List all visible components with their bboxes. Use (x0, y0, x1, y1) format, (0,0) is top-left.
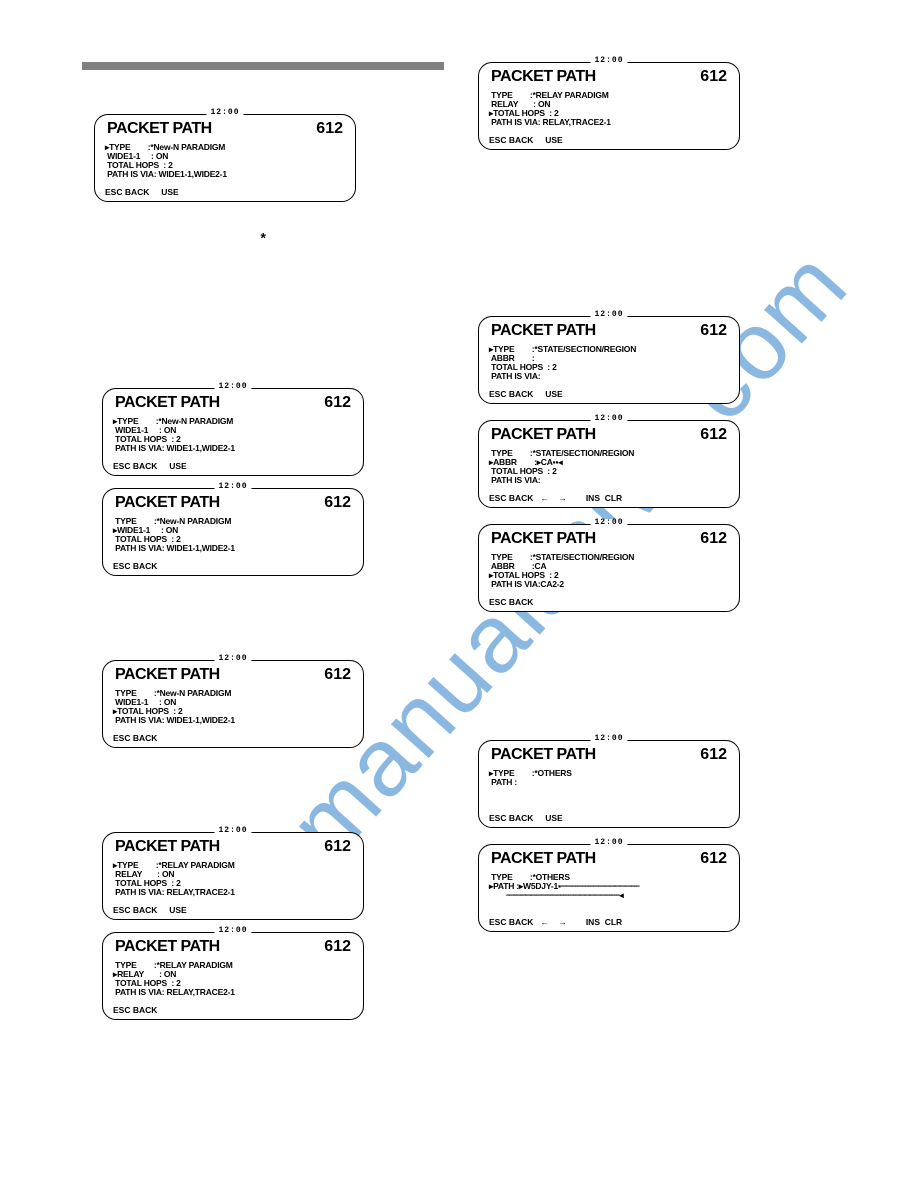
panel-title: PACKET PATH (491, 851, 596, 868)
clock-label: 12:00 (206, 109, 243, 117)
panel-footer: ESC BACK USE (489, 390, 729, 399)
clock-label: 12:00 (590, 57, 627, 65)
panel-number: 612 (700, 323, 727, 340)
panel-number: 612 (316, 121, 343, 138)
panel-rows: TYPE :*OTHERS ▸PATH :▸W5DJY-1▪┈┈┈┈┈┈┈┈┈┈… (489, 873, 729, 900)
panel-number: 612 (324, 395, 351, 412)
panel-title: PACKET PATH (491, 69, 596, 86)
row: PATH IS VIA: RELAY,TRACE2-1 (113, 988, 353, 997)
packet-panel-3: 12:00 PACKET PATH 612 TYPE :*New-N PARAD… (102, 488, 364, 576)
panel-rows: ▸TYPE :*OTHERS PATH : (489, 769, 729, 787)
panel-title: PACKET PATH (115, 939, 220, 956)
panel-rows: TYPE :*New-N PARADIGM ▸WIDE1-1 : ON TOTA… (113, 517, 353, 553)
packet-panel-2: 12:00 PACKET PATH 612 ▸TYPE :*New-N PARA… (102, 388, 364, 476)
panel-footer: ESC BACK ← → INS CLR (489, 494, 729, 503)
row: PATH IS VIA: WIDE1-1,WIDE2-1 (113, 444, 353, 453)
panel-rows: TYPE :*RELAY PARADIGM RELAY : ON ▸TOTAL … (489, 91, 729, 127)
clock-label: 12:00 (214, 383, 251, 391)
row: PATH IS VIA: WIDE1-1,WIDE2-1 (105, 170, 345, 179)
panel-footer: ESC BACK USE (113, 906, 353, 915)
panel-number: 612 (324, 495, 351, 512)
row: ▸TYPE :*OTHERS (489, 769, 729, 778)
clock-label: 12:00 (590, 415, 627, 423)
panel-number: 612 (700, 69, 727, 86)
packet-panel-9: 12:00 PACKET PATH 612 TYPE :*STATE/SECTI… (478, 420, 740, 508)
asterisk-marker: * (259, 232, 267, 248)
row: PATH IS VIA: (489, 372, 729, 381)
panel-rows: TYPE :*STATE/SECTION/REGION ▸ABBR :▸CA▪▪… (489, 449, 729, 485)
panel-title: PACKET PATH (115, 395, 220, 412)
panel-footer: ESC BACK USE (113, 462, 353, 471)
panel-number: 612 (700, 531, 727, 548)
packet-panel-11: 12:00 PACKET PATH 612 ▸TYPE :*OTHERS PAT… (478, 740, 740, 828)
panel-number: 612 (324, 839, 351, 856)
panel-rows: TYPE :*RELAY PARADIGM ▸RELAY : ON TOTAL … (113, 961, 353, 997)
panel-number: 612 (700, 851, 727, 868)
panel-footer: ESC BACK (113, 562, 353, 571)
panel-footer: ESC BACK (113, 1006, 353, 1015)
row: PATH IS VIA: RELAY,TRACE2-1 (113, 888, 353, 897)
panel-rows: TYPE :*New-N PARADIGM WIDE1-1 : ON ▸TOTA… (113, 689, 353, 725)
panel-title: PACKET PATH (115, 667, 220, 684)
packet-panel-7: 12:00 PACKET PATH 612 TYPE :*RELAY PARAD… (478, 62, 740, 150)
clock-label: 12:00 (590, 519, 627, 527)
row: ┈┈┈┈┈┈┈┈┈┈┈┈┈┈┈┈┈┈┈┈┈┈┈◂ (489, 891, 729, 900)
panel-title: PACKET PATH (115, 839, 220, 856)
packet-panel-1: 12:00 PACKET PATH 612 ▸TYPE :*New-N PARA… (94, 114, 356, 202)
row: PATH IS VIA: WIDE1-1,WIDE2-1 (113, 716, 353, 725)
row: PATH IS VIA: WIDE1-1,WIDE2-1 (113, 544, 353, 553)
panel-rows: ▸TYPE :*New-N PARADIGM WIDE1-1 : ON TOTA… (113, 417, 353, 453)
panel-title: PACKET PATH (491, 323, 596, 340)
panel-rows: TYPE :*STATE/SECTION/REGION ABBR :CA ▸TO… (489, 553, 729, 589)
panel-footer: ESC BACK USE (105, 188, 345, 197)
panel-rows: ▸TYPE :*New-N PARADIGM WIDE1-1 : ON TOTA… (105, 143, 345, 179)
row: PATH IS VIA:CA2-2 (489, 580, 729, 589)
clock-label: 12:00 (590, 735, 627, 743)
panel-footer: ESC BACK USE (489, 136, 729, 145)
panel-rows: ▸TYPE :*RELAY PARADIGM RELAY : ON TOTAL … (113, 861, 353, 897)
panel-title: PACKET PATH (115, 495, 220, 512)
panel-footer: ESC BACK (113, 734, 353, 743)
clock-label: 12:00 (214, 827, 251, 835)
panel-number: 612 (324, 939, 351, 956)
header-rule (82, 62, 444, 70)
panel-title: PACKET PATH (107, 121, 212, 138)
packet-panel-6: 12:00 PACKET PATH 612 TYPE :*RELAY PARAD… (102, 932, 364, 1020)
panel-number: 612 (700, 427, 727, 444)
packet-panel-10: 12:00 PACKET PATH 612 TYPE :*STATE/SECTI… (478, 524, 740, 612)
clock-label: 12:00 (590, 311, 627, 319)
panel-footer: ESC BACK ← → INS CLR (489, 918, 729, 927)
panel-number: 612 (324, 667, 351, 684)
clock-label: 12:00 (214, 655, 251, 663)
clock-label: 12:00 (214, 483, 251, 491)
panel-footer: ESC BACK (489, 598, 729, 607)
panel-footer: ESC BACK USE (489, 814, 729, 823)
panel-rows: ▸TYPE :*STATE/SECTION/REGION ABBR : TOTA… (489, 345, 729, 381)
clock-label: 12:00 (214, 927, 251, 935)
panel-title: PACKET PATH (491, 531, 596, 548)
packet-panel-4: 12:00 PACKET PATH 612 TYPE :*New-N PARAD… (102, 660, 364, 748)
clock-label: 12:00 (590, 839, 627, 847)
row: PATH IS VIA: (489, 476, 729, 485)
packet-panel-5: 12:00 PACKET PATH 612 ▸TYPE :*RELAY PARA… (102, 832, 364, 920)
packet-panel-8: 12:00 PACKET PATH 612 ▸TYPE :*STATE/SECT… (478, 316, 740, 404)
panel-title: PACKET PATH (491, 747, 596, 764)
panel-number: 612 (700, 747, 727, 764)
panel-title: PACKET PATH (491, 427, 596, 444)
packet-panel-12: 12:00 PACKET PATH 612 TYPE :*OTHERS ▸PAT… (478, 844, 740, 932)
row: PATH : (489, 778, 729, 787)
row: PATH IS VIA: RELAY,TRACE2-1 (489, 118, 729, 127)
